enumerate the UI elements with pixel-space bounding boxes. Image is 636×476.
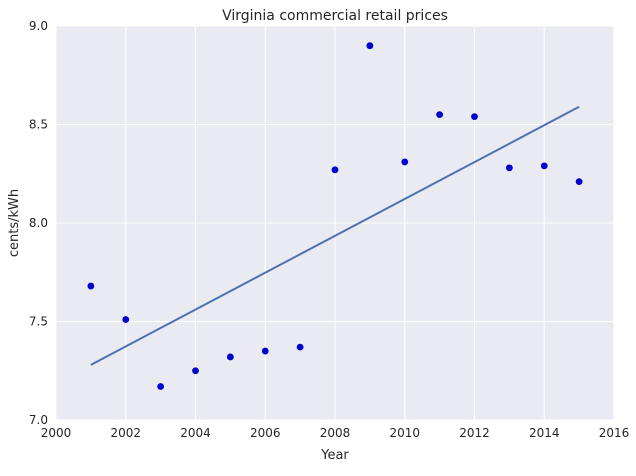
- x-axis-ticks: 2000 2002 2004 2006 2008 2010 2012 2014 2016: [41, 426, 630, 440]
- trend-line: [90, 105, 580, 366]
- chart-title: Virginia commercial retail prices: [222, 8, 448, 24]
- y-axis-ticks: 7.0 7.5 8.0 8.5 9.0: [29, 19, 48, 427]
- x-tick-label: 2006: [250, 426, 281, 440]
- data-point: [436, 111, 444, 119]
- y-axis-label: cents/kWh: [7, 189, 22, 257]
- data-point: [157, 383, 165, 390]
- x-tick-label: 2008: [320, 426, 351, 440]
- y-tick-label: 7.0: [29, 413, 48, 427]
- x-tick-label: 2010: [389, 426, 420, 440]
- y-tick-label: 8.5: [29, 118, 48, 132]
- data-point: [401, 158, 409, 166]
- data-point: [192, 367, 199, 375]
- data-point: [296, 343, 304, 351]
- trend-line-layer: [90, 105, 580, 366]
- x-tick-label: 2002: [110, 426, 141, 440]
- data-point: [261, 347, 269, 355]
- y-tick-label: 9.0: [29, 19, 48, 33]
- data-point: [505, 164, 513, 172]
- data-point: [575, 178, 583, 186]
- x-tick-label: 2014: [529, 426, 560, 440]
- data-point: [226, 353, 234, 361]
- x-tick-label: 2000: [41, 426, 72, 440]
- data-point: [331, 166, 339, 174]
- data-point: [366, 42, 374, 50]
- data-point: [471, 113, 478, 121]
- x-tick-label: 2016: [599, 426, 630, 440]
- x-tick-label: 2004: [180, 426, 211, 440]
- data-point: [540, 162, 548, 170]
- data-points: [87, 42, 583, 390]
- y-tick-label: 7.5: [29, 315, 48, 329]
- x-axis-label: Year: [320, 448, 349, 463]
- y-tick-label: 8.0: [29, 216, 48, 230]
- data-point: [122, 316, 130, 323]
- data-point: [87, 282, 95, 290]
- x-tick-label: 2012: [459, 426, 490, 440]
- grid-lines: [55, 25, 615, 421]
